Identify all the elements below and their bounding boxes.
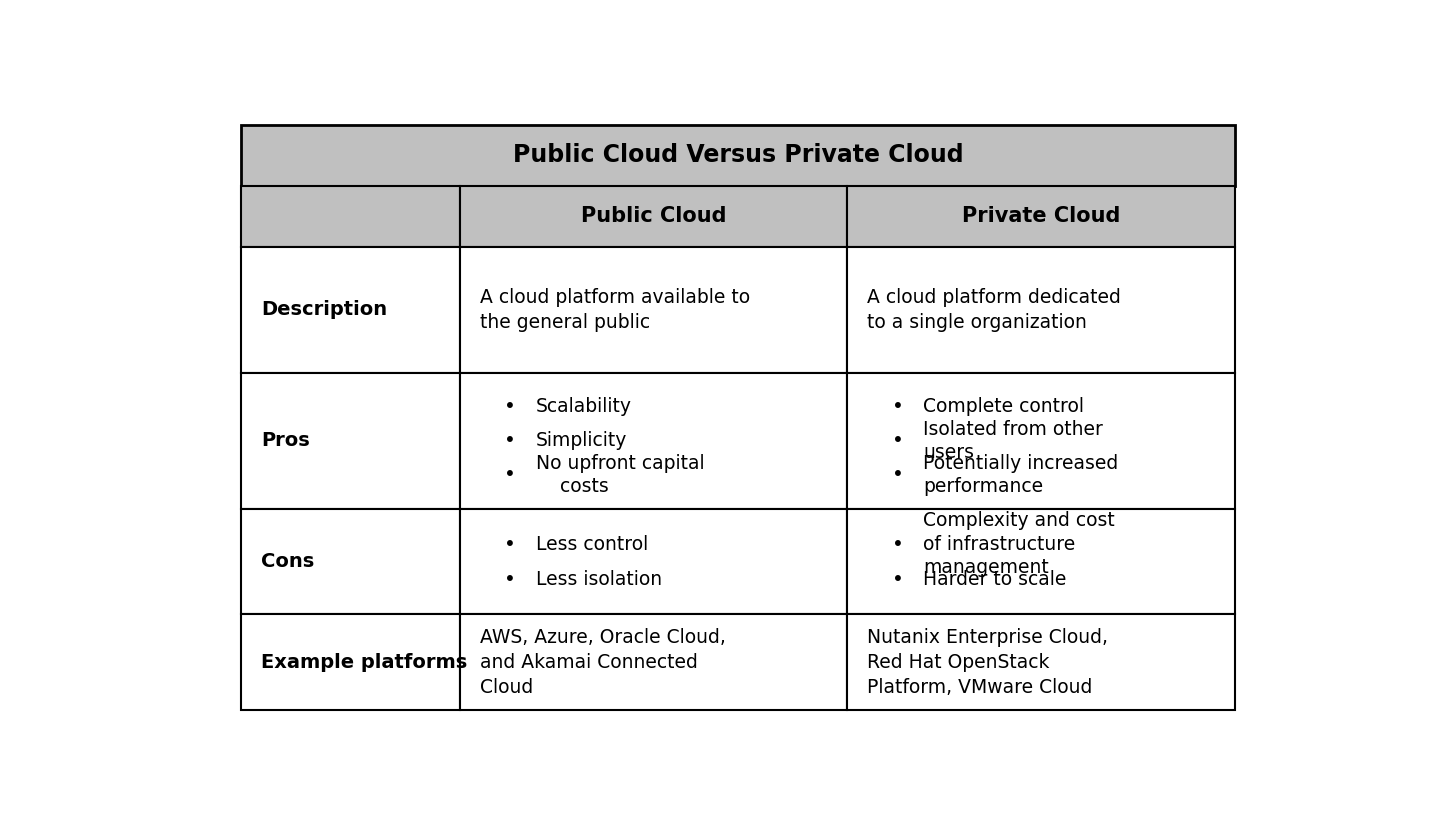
Text: •: • <box>891 431 903 450</box>
Text: Nutanix Enterprise Cloud,
Red Hat OpenStack
Platform, VMware Cloud: Nutanix Enterprise Cloud, Red Hat OpenSt… <box>867 628 1109 696</box>
Text: Less control: Less control <box>536 534 648 553</box>
FancyBboxPatch shape <box>459 247 847 373</box>
FancyBboxPatch shape <box>847 373 1234 509</box>
Text: •: • <box>891 534 903 553</box>
FancyBboxPatch shape <box>242 615 459 710</box>
Text: Harder to scale: Harder to scale <box>923 570 1067 589</box>
Text: AWS, Azure, Oracle Cloud,
and Akamai Connected
Cloud: AWS, Azure, Oracle Cloud, and Akamai Con… <box>480 628 726 696</box>
Text: Complexity and cost
of infrastructure
management: Complexity and cost of infrastructure ma… <box>923 511 1115 577</box>
Text: •: • <box>891 397 903 416</box>
Text: Simplicity: Simplicity <box>536 431 628 450</box>
Text: Scalability: Scalability <box>536 397 632 416</box>
FancyBboxPatch shape <box>459 509 847 615</box>
Text: •: • <box>504 397 516 416</box>
Text: Public Cloud Versus Private Cloud: Public Cloud Versus Private Cloud <box>513 143 963 167</box>
Text: •: • <box>891 570 903 589</box>
FancyBboxPatch shape <box>847 186 1234 247</box>
Text: A cloud platform available to
the general public: A cloud platform available to the genera… <box>480 288 750 332</box>
Text: •: • <box>504 534 516 553</box>
FancyBboxPatch shape <box>242 373 459 509</box>
Text: Less isolation: Less isolation <box>536 570 662 589</box>
Text: Pros: Pros <box>262 431 310 450</box>
Text: Complete control: Complete control <box>923 397 1084 416</box>
Text: •: • <box>504 466 516 485</box>
Text: •: • <box>891 466 903 485</box>
Text: Description: Description <box>262 301 387 320</box>
FancyBboxPatch shape <box>459 373 847 509</box>
FancyBboxPatch shape <box>847 509 1234 615</box>
FancyBboxPatch shape <box>847 615 1234 710</box>
Text: No upfront capital
    costs: No upfront capital costs <box>536 453 704 496</box>
FancyBboxPatch shape <box>242 125 1234 186</box>
FancyBboxPatch shape <box>242 509 459 615</box>
FancyBboxPatch shape <box>242 247 459 373</box>
FancyBboxPatch shape <box>459 186 847 247</box>
Text: •: • <box>504 431 516 450</box>
Text: Private Cloud: Private Cloud <box>962 206 1120 226</box>
FancyBboxPatch shape <box>242 186 459 247</box>
Text: Potentially increased
performance: Potentially increased performance <box>923 453 1119 496</box>
FancyBboxPatch shape <box>847 247 1234 373</box>
Text: Example platforms: Example platforms <box>262 653 468 672</box>
Text: •: • <box>504 570 516 589</box>
Text: A cloud platform dedicated
to a single organization: A cloud platform dedicated to a single o… <box>867 288 1122 332</box>
Text: Public Cloud: Public Cloud <box>580 206 726 226</box>
FancyBboxPatch shape <box>459 615 847 710</box>
Text: Cons: Cons <box>262 553 315 572</box>
Text: Isolated from other
users: Isolated from other users <box>923 420 1103 463</box>
